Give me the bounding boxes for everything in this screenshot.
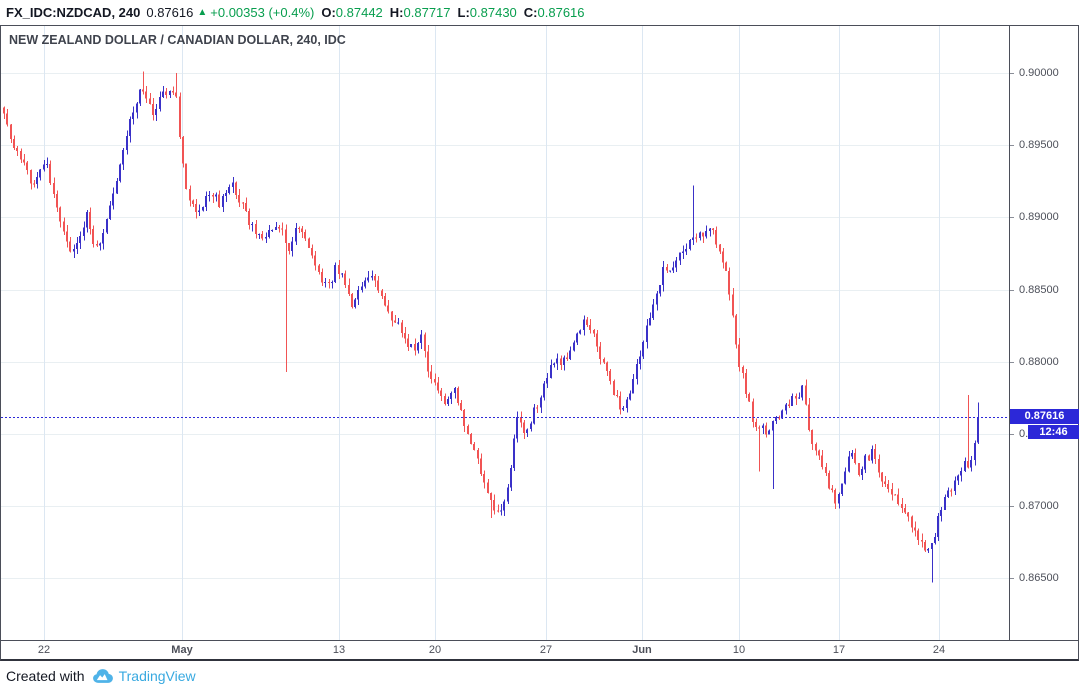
price-axis-label: 0.89000 bbox=[1019, 211, 1059, 223]
price-axis-label: 0.87000 bbox=[1019, 500, 1059, 512]
close-label: C: bbox=[523, 5, 538, 20]
time-axis-label: 20 bbox=[428, 644, 442, 656]
price-axis-label: 0.88500 bbox=[1019, 284, 1059, 296]
time-axis-label: 13 bbox=[332, 644, 346, 656]
price-tick-mark bbox=[1010, 290, 1014, 291]
time-axis-label: 17 bbox=[832, 644, 846, 656]
time-axis-label: 22 bbox=[37, 644, 51, 656]
low-label: L: bbox=[457, 5, 470, 20]
price-axis-label: 0.90000 bbox=[1019, 67, 1059, 79]
close-value: 0.87616 bbox=[537, 5, 585, 20]
price-axis-label: 0.86500 bbox=[1019, 572, 1059, 584]
low-value: 0.87430 bbox=[469, 5, 517, 20]
time-axis-label: 27 bbox=[539, 644, 553, 656]
price-axis-label: 0.89500 bbox=[1019, 139, 1059, 151]
symbol-interval-label[interactable]: FX_IDC:NZDCAD, 240 bbox=[6, 5, 141, 20]
price-axis-label: 0.88000 bbox=[1019, 356, 1059, 368]
bar-countdown-badge: 12:46 bbox=[1028, 425, 1079, 439]
tradingview-cloud-icon bbox=[92, 669, 113, 683]
open-label: O: bbox=[321, 5, 336, 20]
price-tick-mark bbox=[1010, 145, 1014, 146]
time-axis[interactable]: 22 May 13 20 27 Jun 10 17 24 bbox=[1, 640, 1078, 659]
high-value: 0.87717 bbox=[403, 5, 451, 20]
last-price-value: 0.87616 bbox=[146, 5, 194, 20]
tradingview-wordmark[interactable]: TradingView bbox=[118, 668, 196, 684]
open-value: 0.87442 bbox=[335, 5, 383, 20]
price-tick-mark bbox=[1010, 73, 1014, 74]
up-triangle-icon: ▲ bbox=[197, 7, 208, 18]
chart-legend: NEW ZEALAND DOLLAR / CANADIAN DOLLAR, 24… bbox=[9, 33, 346, 47]
candlestick-chart[interactable] bbox=[1, 26, 1009, 640]
last-price-badge: 0.87616 bbox=[1010, 409, 1079, 424]
price-tick-mark bbox=[1010, 217, 1014, 218]
symbol-info-bar: FX_IDC:NZDCAD, 240 0.87616 ▲ +0.00353 (+… bbox=[0, 0, 1079, 25]
time-axis-label: May bbox=[171, 644, 193, 656]
price-change-value: +0.00353 (+0.4%) bbox=[210, 5, 315, 20]
time-axis-label: 10 bbox=[732, 644, 746, 656]
chart-area[interactable]: NEW ZEALAND DOLLAR / CANADIAN DOLLAR, 24… bbox=[0, 25, 1079, 661]
time-axis-label: Jun bbox=[632, 644, 652, 656]
attribution-bar: Created with TradingView bbox=[0, 661, 1079, 691]
created-with-text: Created with bbox=[6, 668, 85, 684]
price-tick-mark bbox=[1010, 362, 1014, 363]
time-axis-label: 24 bbox=[932, 644, 946, 656]
price-tick-mark bbox=[1010, 434, 1014, 435]
price-axis[interactable]: 0.900000.895000.890000.885000.880000.875… bbox=[1009, 26, 1079, 659]
high-label: H: bbox=[389, 5, 404, 20]
price-tick-mark bbox=[1010, 578, 1014, 579]
price-tick-mark bbox=[1010, 506, 1014, 507]
